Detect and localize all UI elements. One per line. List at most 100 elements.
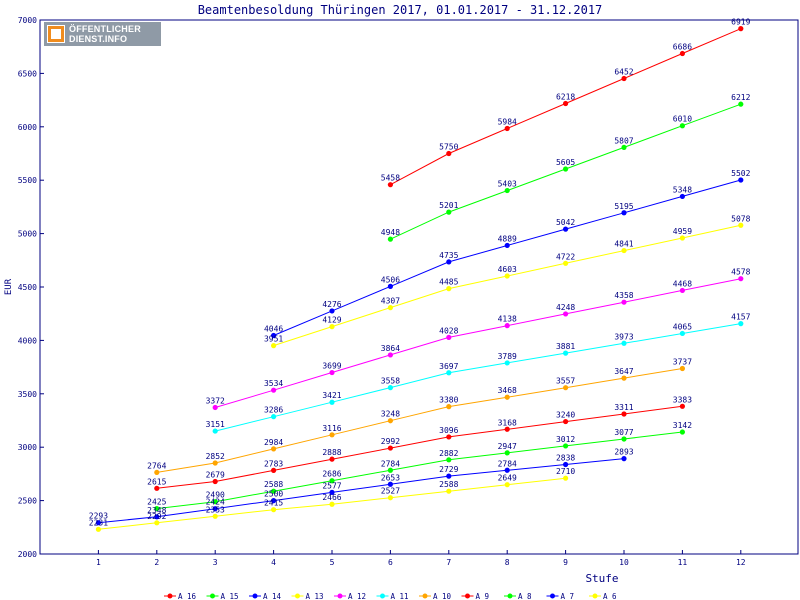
legend-item: A_7 <box>546 592 574 600</box>
data-label-a-12: 4358 <box>614 291 633 300</box>
data-label-a-10: 3737 <box>673 357 692 366</box>
data-label-a-13: 3951 <box>264 335 283 344</box>
data-label-a-9: 2615 <box>147 477 166 486</box>
data-label-a-12: 3372 <box>206 396 225 405</box>
data-label-a-14: 4506 <box>381 275 400 284</box>
data-point-a-9 <box>621 411 627 417</box>
data-point-a-14 <box>271 332 277 339</box>
data-point-a-12 <box>621 299 627 305</box>
legend-swatch-marker <box>337 593 343 599</box>
series-line-a-7 <box>98 458 625 524</box>
data-label-a-8: 3142 <box>673 421 692 430</box>
data-label-a-15: 6010 <box>673 115 692 124</box>
legend-label: A_10 <box>433 592 452 600</box>
data-point-a-11 <box>563 350 569 356</box>
data-point-a-12 <box>738 276 744 282</box>
data-label-a-7: 2838 <box>556 454 575 463</box>
data-point-a-11 <box>504 360 510 366</box>
data-label-a-6: 2466 <box>322 493 341 502</box>
y-tick-label: 6000 <box>18 123 37 132</box>
data-label-a-16: 6218 <box>556 93 575 102</box>
x-tick-label: 8 <box>505 558 510 567</box>
data-point-a-15 <box>563 166 569 172</box>
data-point-a-9 <box>154 485 160 491</box>
data-point-a-8 <box>154 506 160 512</box>
data-label-a-7: 2729 <box>439 465 458 474</box>
data-point-a-11 <box>621 340 627 346</box>
data-point-a-11 <box>271 414 277 420</box>
data-point-a-13 <box>563 260 569 266</box>
data-point-a-7 <box>154 514 160 520</box>
data-point-a-16 <box>679 50 686 57</box>
data-point-a-12 <box>504 323 510 329</box>
data-point-a-13 <box>387 305 393 311</box>
logo-icon <box>47 25 65 43</box>
data-point-a-7 <box>387 481 393 487</box>
data-point-a-6 <box>329 501 335 507</box>
legend-swatch-marker <box>252 593 258 599</box>
data-point-a-11 <box>387 385 393 391</box>
y-tick-label: 5000 <box>18 230 37 239</box>
data-label-a-7: 2500 <box>264 490 283 499</box>
data-label-a-11: 4065 <box>673 322 692 331</box>
data-label-a-11: 3286 <box>264 406 283 415</box>
legend-swatch-marker <box>422 593 428 599</box>
data-label-a-8: 2686 <box>322 470 341 479</box>
data-label-a-9: 3383 <box>673 395 692 404</box>
data-label-a-14: 5195 <box>614 202 633 211</box>
data-point-a-8 <box>329 478 335 484</box>
data-point-a-13 <box>329 324 335 330</box>
y-tick-label: 2500 <box>18 497 37 506</box>
data-label-a-13: 4307 <box>381 297 400 306</box>
data-label-a-14: 4276 <box>322 300 341 309</box>
data-point-a-8 <box>563 443 569 449</box>
data-label-a-11: 3973 <box>614 332 633 341</box>
y-tick-label: 6500 <box>18 69 37 78</box>
data-label-a-15: 5605 <box>556 158 575 167</box>
data-point-a-6 <box>446 488 452 494</box>
data-label-a-16: 5458 <box>381 174 400 183</box>
data-label-a-12: 4028 <box>439 326 458 335</box>
data-point-a-15 <box>679 123 686 129</box>
data-point-a-7 <box>446 473 452 479</box>
x-tick-label: 9 <box>563 558 568 567</box>
y-tick-label: 3500 <box>18 390 37 399</box>
x-tick-label: 2 <box>154 558 159 567</box>
data-label-a-8: 2588 <box>264 480 283 489</box>
data-label-a-11: 4157 <box>731 313 750 322</box>
data-label-a-11: 3789 <box>498 352 517 361</box>
legend-label: A_14 <box>263 592 282 600</box>
data-point-a-7 <box>563 461 569 468</box>
data-point-a-6 <box>212 513 218 519</box>
data-label-a-14: 5348 <box>673 185 692 194</box>
data-point-a-9 <box>329 456 335 462</box>
legend-label: A_15 <box>221 592 239 600</box>
data-point-a-13 <box>738 222 744 228</box>
data-point-a-14 <box>621 210 627 216</box>
data-point-a-9 <box>271 467 277 473</box>
data-label-a-7: 2293 <box>89 512 108 521</box>
data-point-a-7 <box>212 506 218 512</box>
data-point-a-11 <box>329 399 335 405</box>
data-label-a-11: 3151 <box>206 420 225 429</box>
legend-swatch-marker <box>167 593 173 599</box>
data-label-a-13: 4722 <box>556 252 575 261</box>
data-label-a-7: 2348 <box>147 506 166 515</box>
data-label-a-7: 2784 <box>498 459 517 468</box>
data-point-a-16 <box>621 75 627 82</box>
data-label-a-10: 3116 <box>322 424 341 433</box>
data-label-a-12: 4578 <box>731 268 750 277</box>
data-label-a-10: 3468 <box>498 386 517 395</box>
data-point-a-9 <box>212 478 218 485</box>
data-label-a-8: 3077 <box>614 428 633 437</box>
chart-title: Beamtenbesoldung Thüringen 2017, 01.01.2… <box>198 3 603 17</box>
series-line-a-8 <box>156 431 683 510</box>
data-label-a-10: 3647 <box>614 367 633 376</box>
data-label-a-13: 4959 <box>673 227 692 236</box>
data-label-a-6: 2710 <box>556 467 575 476</box>
data-label-a-9: 2992 <box>381 437 400 446</box>
data-point-a-9 <box>504 426 510 432</box>
data-point-a-16 <box>504 125 510 132</box>
legend-item: A_11 <box>376 592 409 600</box>
